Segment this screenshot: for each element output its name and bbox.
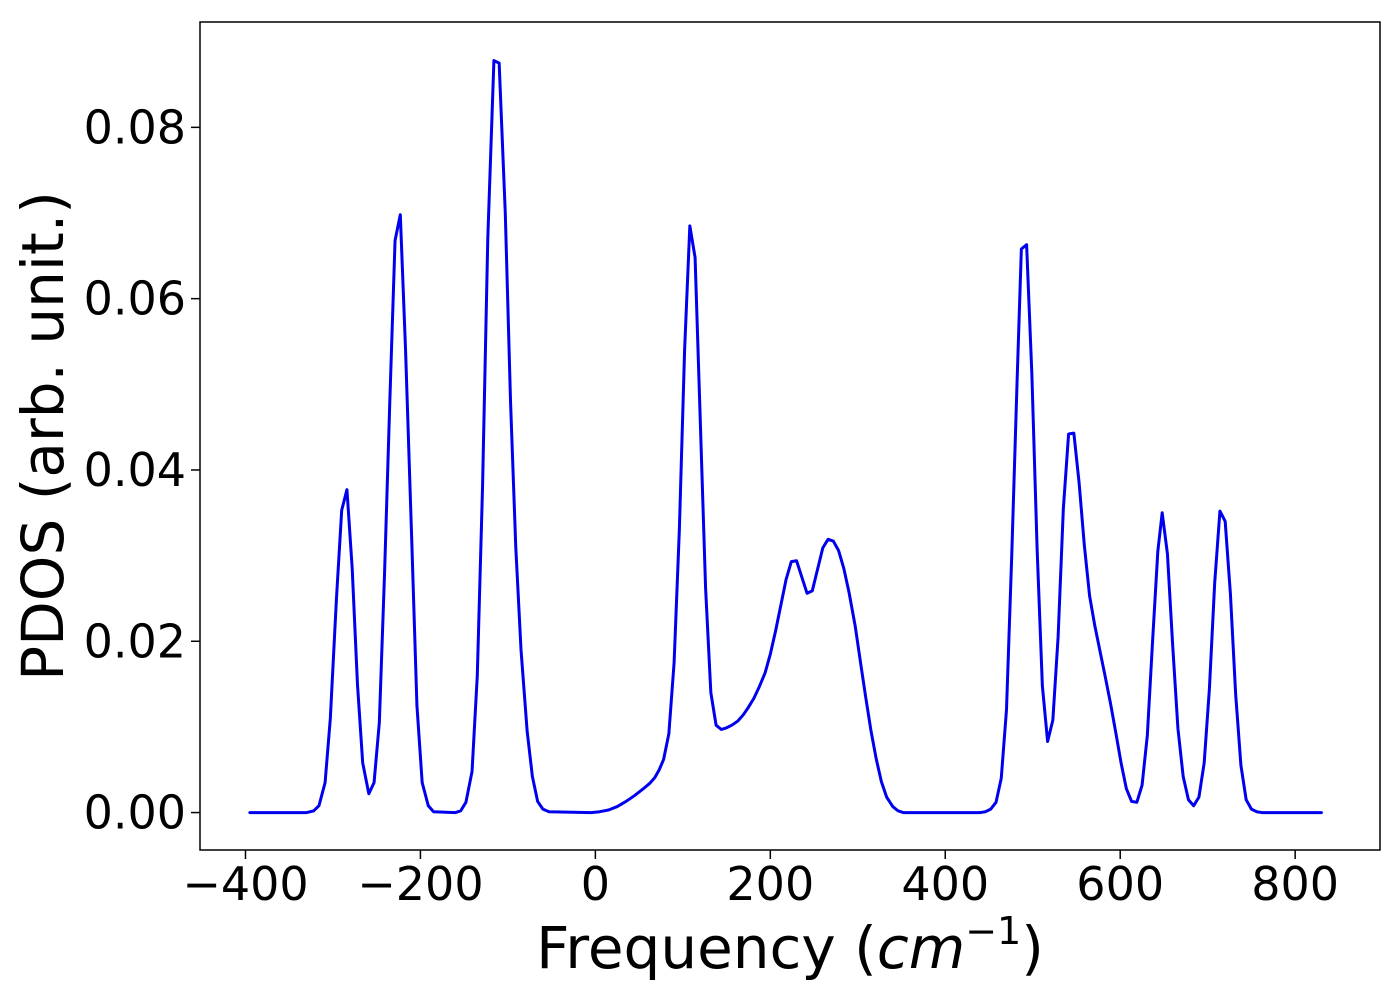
x-axis-label: Frequency (cm−1)	[536, 909, 1044, 982]
y-tick-label: 0.02	[84, 614, 186, 668]
plot-area-frame	[199, 21, 1381, 851]
y-axis-label: PDOS (arb. unit.)	[9, 191, 77, 681]
y-tick-label: 0.06	[84, 272, 186, 326]
y-axis-ticks: 0.00 0.02 0.04 0.06 0.08	[84, 100, 200, 840]
x-axis-label-prefix: Frequency (	[536, 914, 877, 982]
x-tick-label: −400	[182, 857, 308, 911]
x-axis-ticks: −400 −200 0 200 400 600 800	[182, 850, 1339, 911]
pdos-series-line	[248, 59, 1323, 815]
x-axis-label-exponent: −1	[965, 909, 1021, 953]
x-tick-label: 400	[901, 857, 989, 911]
x-tick-label: 0	[581, 857, 610, 911]
x-tick-label: 200	[726, 857, 814, 911]
x-axis-label-suffix: )	[1021, 914, 1044, 982]
x-tick-label: 800	[1251, 857, 1339, 911]
x-tick-label: 600	[1076, 857, 1164, 911]
x-tick-label: −200	[357, 857, 483, 911]
y-tick-label: 0.00	[84, 786, 186, 840]
x-axis-label-unit: cm	[877, 914, 965, 982]
y-tick-label: 0.04	[84, 443, 186, 497]
y-tick-label: 0.08	[84, 100, 186, 154]
